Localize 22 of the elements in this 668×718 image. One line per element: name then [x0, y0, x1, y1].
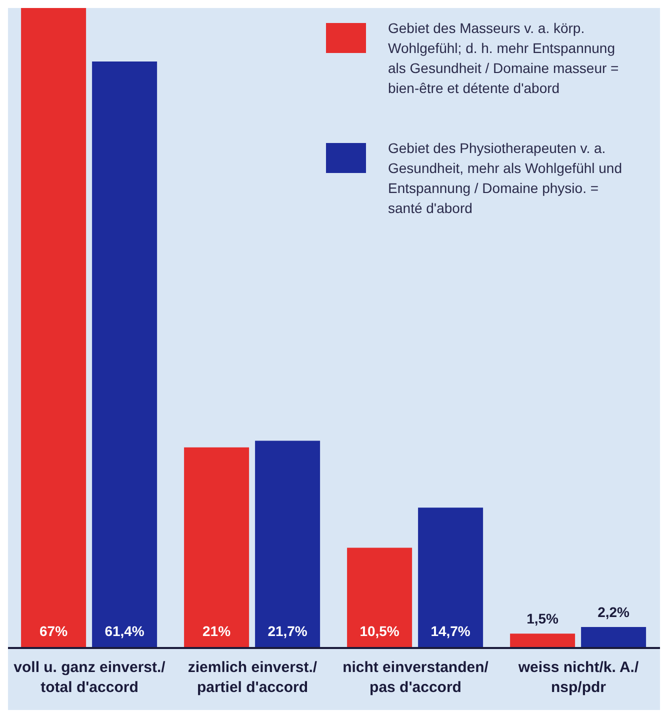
x-tick-label: voll u. ganz einverst./ total d'accord	[14, 659, 166, 696]
legend-label: Gebiet des Masseurs v. a. körp. Wohlgefühl; d. h. mehr Entspannung als Gesundheit / Domaine masseur = bien-être et détente d'abord	[388, 19, 620, 98]
x-tick-label: ziemlich einverst./ partiel d'accord	[188, 659, 318, 696]
bar	[581, 626, 646, 648]
data-label: 14,7%	[430, 623, 471, 639]
x-tick-label: nicht einverstanden/ pas d'accord	[342, 659, 490, 696]
data-label: 2,2%	[598, 604, 630, 620]
legend-label: Gebiet des Physiotherapeuten v. a. Gesundheit, mehr als Wohlgefühl und Entspannung / Domaine physio. = santé d'abord	[388, 139, 623, 218]
bar	[347, 548, 412, 648]
bar	[510, 634, 576, 648]
bar	[21, 8, 86, 648]
data-label: 61,4%	[104, 623, 145, 639]
data-label: 10,5%	[360, 623, 400, 639]
bar	[92, 61, 158, 648]
data-label: 1,5%	[526, 610, 560, 627]
data-label: 21%	[202, 623, 232, 639]
x-tick-label: weiss nicht/k. A./ nsp/pdr	[517, 659, 640, 696]
bar	[418, 508, 484, 648]
bar	[184, 447, 250, 648]
data-label: 21,7%	[268, 623, 308, 639]
bar	[255, 440, 320, 648]
data-label: 67%	[40, 623, 68, 639]
